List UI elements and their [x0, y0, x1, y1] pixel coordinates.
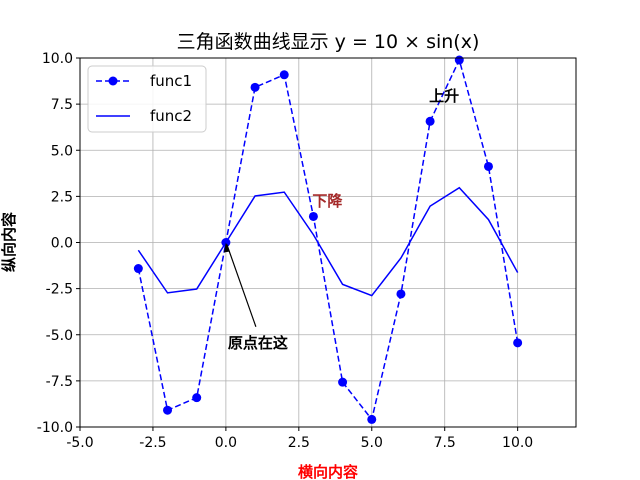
- data-point-func1: [454, 55, 464, 65]
- data-point-func1: [163, 405, 173, 415]
- legend: func1 func2: [87, 65, 207, 133]
- y-tick-label: 10.0: [42, 51, 73, 67]
- data-point-func1: [513, 338, 523, 348]
- annotation-label: 上升: [429, 87, 459, 105]
- data-point-func1: [338, 377, 348, 387]
- annotation-label: 下降: [312, 192, 343, 210]
- x-tick-label: 10.0: [502, 435, 533, 451]
- x-axis-label: 横向内容: [298, 463, 358, 480]
- annotation-label: 原点在这: [228, 334, 288, 352]
- legend-label-func2: func2: [150, 107, 192, 125]
- y-tick-label: -5.0: [46, 328, 73, 344]
- x-tick-label: 5.0: [361, 435, 383, 451]
- x-tick-label: 2.5: [288, 435, 310, 451]
- chart-title: 三角函数曲线显示 y = 10 × sin(x): [177, 31, 480, 53]
- series-line-func1: [137, 57, 519, 422]
- y-axis-label: 纵向内容: [0, 212, 18, 272]
- data-point-func1: [192, 393, 202, 403]
- y-tick-label: -7.5: [46, 374, 73, 390]
- y-tick-label: 5.0: [51, 143, 73, 159]
- x-tick-label: 7.5: [434, 435, 456, 451]
- legend-marker-func1: [108, 76, 118, 86]
- x-tick-label: 0.0: [215, 435, 237, 451]
- data-point-func1: [396, 289, 406, 299]
- y-tick-label: -2.5: [46, 282, 73, 298]
- data-point-func1: [279, 70, 289, 80]
- data-point-func1: [250, 82, 260, 92]
- plot-frame: [79, 57, 577, 428]
- x-tick-label: -5.0: [66, 435, 93, 451]
- y-tick-label: 2.5: [51, 189, 73, 205]
- y-tick-label: 7.5: [51, 97, 73, 113]
- x-tick-label: -2.5: [139, 435, 166, 451]
- data-point-func1: [425, 116, 435, 126]
- data-point-func1: [308, 211, 318, 221]
- y-tick-label: -10.0: [37, 420, 73, 436]
- y-tick-label: 0.0: [51, 236, 73, 252]
- legend-label-func1: func1: [150, 72, 192, 90]
- annotation-arrow: [226, 244, 257, 327]
- series-line-func2: [137, 186, 519, 297]
- data-point-func1: [133, 264, 143, 274]
- data-point-func1: [483, 161, 493, 171]
- data-point-func1: [367, 414, 377, 424]
- arrow-head-icon: [223, 242, 230, 253]
